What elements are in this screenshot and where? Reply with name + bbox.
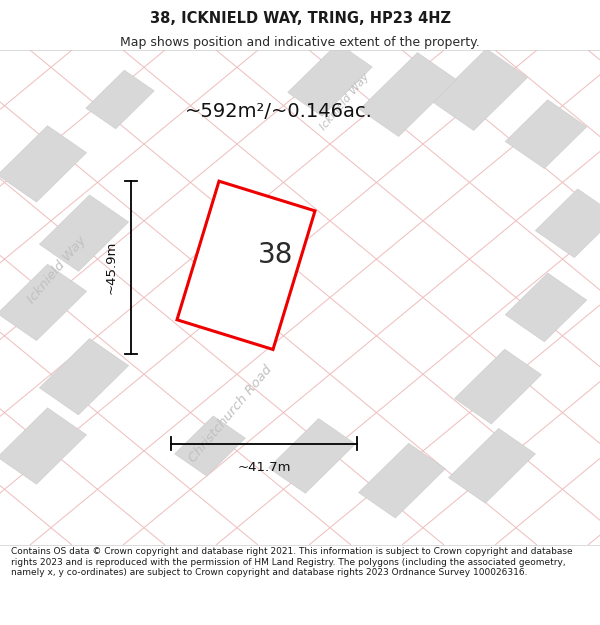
Text: Contains OS data © Crown copyright and database right 2021. This information is : Contains OS data © Crown copyright and d…	[11, 548, 572, 578]
Polygon shape	[0, 264, 86, 341]
Polygon shape	[177, 181, 315, 349]
Text: ~45.9m: ~45.9m	[104, 241, 118, 294]
Polygon shape	[505, 100, 587, 169]
Text: ~41.7m: ~41.7m	[237, 461, 291, 474]
Polygon shape	[0, 408, 86, 484]
Polygon shape	[40, 195, 128, 271]
Polygon shape	[287, 43, 373, 116]
Text: ~592m²/~0.146ac.: ~592m²/~0.146ac.	[185, 102, 373, 121]
Polygon shape	[86, 70, 154, 129]
Text: Icknield Way: Icknield Way	[319, 72, 371, 132]
Text: Icknield Way: Icknield Way	[25, 234, 89, 306]
Text: 38, ICKNIELD WAY, TRING, HP23 4HZ: 38, ICKNIELD WAY, TRING, HP23 4HZ	[149, 11, 451, 26]
Polygon shape	[505, 273, 587, 342]
Polygon shape	[455, 349, 541, 424]
Polygon shape	[433, 49, 527, 131]
Polygon shape	[449, 428, 535, 503]
Text: Map shows position and indicative extent of the property.: Map shows position and indicative extent…	[120, 36, 480, 49]
Text: Christchurch Road: Christchurch Road	[187, 363, 275, 465]
Polygon shape	[535, 189, 600, 258]
Text: 38: 38	[259, 241, 293, 269]
Polygon shape	[359, 52, 457, 136]
Polygon shape	[269, 419, 355, 493]
Polygon shape	[0, 126, 86, 202]
Polygon shape	[175, 416, 245, 476]
Polygon shape	[40, 339, 128, 415]
Polygon shape	[359, 443, 445, 518]
